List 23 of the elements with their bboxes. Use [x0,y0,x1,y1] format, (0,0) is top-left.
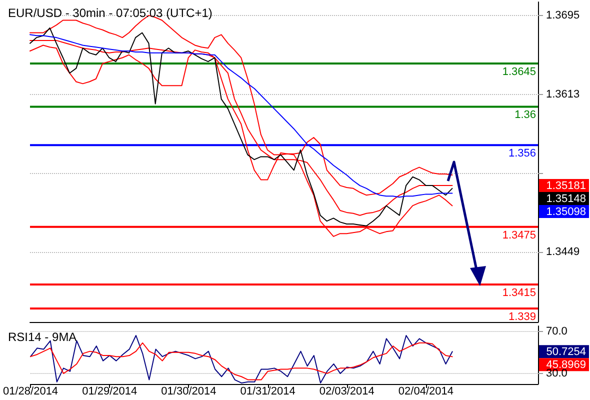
line-series [30,342,453,380]
x-tick-label: 02/03/2014 [319,386,374,398]
text: 1.35098 [546,206,586,218]
ref-line-label: 1.356 [508,148,536,160]
ref-line-label: 1.36 [514,109,536,122]
x-tick-label: 01/28/2014 [2,386,58,398]
x-tick-label: 01/31/2014 [240,386,296,398]
ref-line-label: 1.339 [508,311,536,324]
ref-line-label: 1.3415 [502,287,536,300]
x-tick-label: 01/30/2014 [161,386,216,398]
text: 1.35148 [546,193,586,206]
y-tick-label: 1.3695 [546,9,580,22]
text: 1.35181 [546,180,586,192]
y-tick-label: 1.3449 [546,246,580,258]
x-tick-label: 01/29/2014 [82,386,138,398]
chart-title: RSI14 - 9MA [8,330,77,344]
ref-line-label: 1.3475 [502,229,536,242]
ref-line-label: 1.3645 [502,66,536,78]
x-tick-label: 02/04/2014 [398,386,454,398]
chart-title: EUR/USD - 30min - 07:05:03 (UTC+1) [8,6,212,20]
y-tick-label: 1.3613 [546,88,580,100]
text: 50.7254 [546,346,586,358]
y-tick-label: 70.0 [546,325,568,338]
